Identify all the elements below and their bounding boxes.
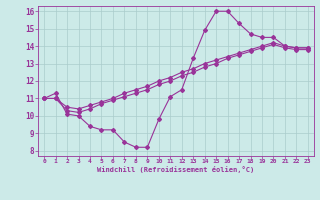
- X-axis label: Windchill (Refroidissement éolien,°C): Windchill (Refroidissement éolien,°C): [97, 166, 255, 173]
